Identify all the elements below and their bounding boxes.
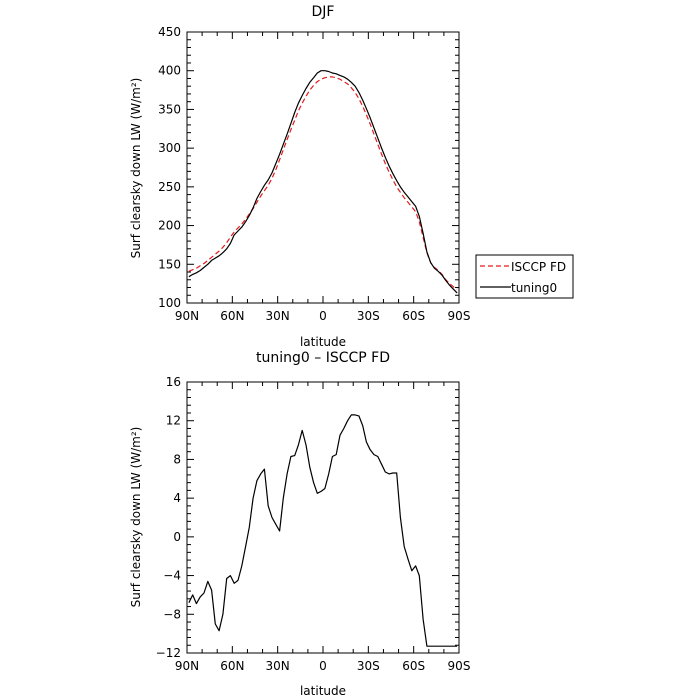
legend-box (475, 254, 574, 299)
y-tick-label: −12 (156, 646, 181, 660)
x-tick-label: 90N (175, 309, 199, 323)
chart-difference: tuning0 – ISCCP FD −12 −8 −4 0 4 8 12 16 90N 60N… (129, 350, 470, 698)
x-tick-label: 0 (319, 309, 327, 323)
x-tick-label: 30N (266, 309, 290, 323)
series-line-tuning0 (188, 70, 458, 294)
legend-label-tuning0: tuning0 (511, 281, 557, 295)
series-line-difference (188, 414, 458, 647)
series-layer (188, 70, 458, 294)
x-tick-label: 30S (357, 309, 380, 323)
x-tick-label: 60S (402, 309, 425, 323)
x-tick-label: 60S (402, 659, 425, 673)
legend-label-isccp-fd: ISCCP FD (511, 260, 566, 274)
series-line-isccp-fd (188, 76, 458, 290)
x-tick-label: 90N (175, 659, 199, 673)
chart-djf: DJF 100 150 200 250 300 350 400 450 90N 60N 30N 0 3… (129, 4, 574, 349)
y-axis: 100 150 200 250 300 350 400 450 (158, 25, 459, 310)
y-tick-label: 150 (158, 257, 181, 271)
plot-frame (186, 381, 460, 654)
y-tick-label: 450 (158, 25, 181, 39)
y-tick-label: 350 (158, 102, 181, 116)
x-tick-label: 0 (319, 659, 327, 673)
y-tick-label: 0 (173, 530, 181, 544)
chart-title: tuning0 – ISCCP FD (256, 350, 390, 366)
y-tick-label: 8 (173, 452, 181, 466)
x-tick-label: 60N (220, 309, 244, 323)
plot-frame (186, 31, 460, 304)
y-tick-label: 250 (158, 180, 181, 194)
y-tick-label: 200 (158, 219, 181, 233)
y-tick-label: 300 (158, 141, 181, 155)
x-tick-label: 30N (266, 659, 290, 673)
x-axis: 90N 60N 30N 0 30S 60S 90S (175, 32, 471, 323)
y-tick-label: 4 (173, 491, 181, 505)
y-tick-label: 16 (166, 375, 181, 389)
x-tick-label: 90S (448, 309, 471, 323)
x-axis-label: latitude (300, 335, 346, 349)
legend: ISCCP FD tuning0 (475, 254, 574, 299)
x-axis-label: latitude (300, 684, 346, 698)
y-tick-label: −4 (163, 569, 181, 583)
y-axis-label: Surf clearsky down LW (W/m²) (129, 427, 143, 608)
y-axis-label: Surf clearsky down LW (W/m²) (129, 78, 143, 259)
x-axis: 90N 60N 30N 0 30S 60S 90S (175, 382, 471, 673)
x-tick-label: 30S (357, 659, 380, 673)
y-tick-label: 400 (158, 64, 181, 78)
x-tick-label: 90S (448, 659, 471, 673)
y-tick-label: −8 (163, 607, 181, 621)
x-tick-label: 60N (220, 659, 244, 673)
y-tick-label: 12 (166, 414, 181, 428)
y-axis: −12 −8 −4 0 4 8 12 16 (156, 375, 459, 660)
y-tick-label: 100 (158, 296, 181, 310)
series-layer (188, 414, 458, 647)
chart-title: DJF (312, 4, 335, 20)
